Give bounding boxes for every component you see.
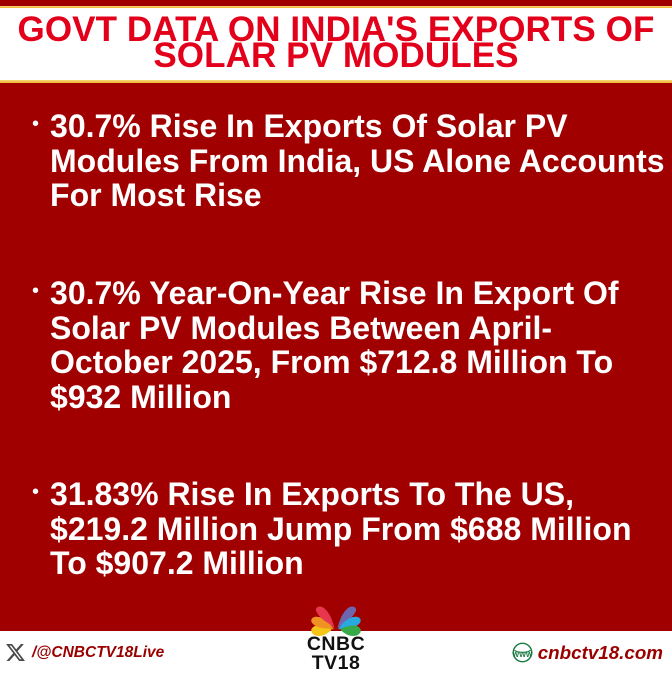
svg-text:WWW: WWW [512,650,533,659]
